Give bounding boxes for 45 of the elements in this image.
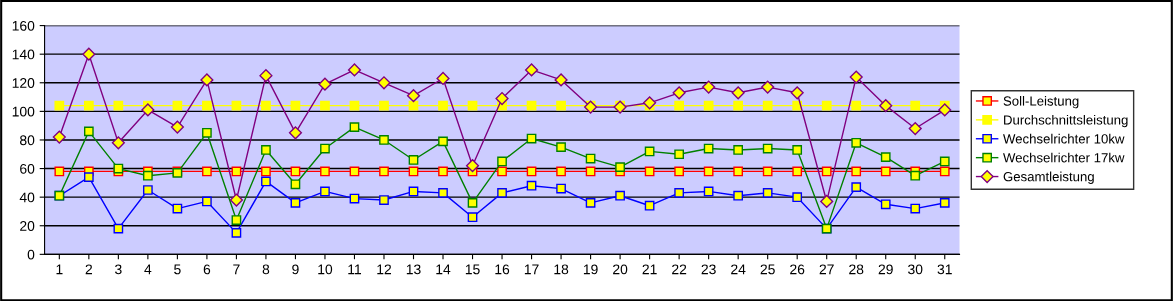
x-tick-label: 10 [318,264,333,275]
x-tick-label: 31 [937,264,952,275]
x-tick-label: 9 [292,264,299,275]
y-tick-label: 40 [19,192,35,203]
x-tick-label: 5 [174,264,181,275]
legend-label: Wechselrichter 10kw [1003,133,1125,144]
x-tick-label: 29 [878,264,893,275]
x-tick-label: 11 [348,264,362,275]
x-tick-label: 30 [908,264,923,275]
x-tick-label: 8 [262,264,270,275]
y-tick-label: 60 [20,163,35,174]
y-tick-label: 0 [27,249,35,260]
y-tick-label: 100 [12,106,35,117]
x-tick-label: 14 [436,264,451,275]
x-tick-label: 13 [406,264,421,275]
y-tick-label: 160 [12,20,35,31]
x-tick-label: 19 [583,264,598,275]
legend-label: Soll-Leistung [1003,96,1079,109]
y-tick-label: 120 [12,78,35,88]
legend-label: Durchschnittsleistung [1004,114,1128,128]
x-tick-label: 7 [233,264,240,275]
x-tick-label: 26 [790,264,805,275]
x-tick-label: 28 [849,264,864,275]
x-tick-label: 15 [465,264,480,275]
y-tick-label: 80 [20,135,35,146]
x-tick-label: 16 [495,264,510,275]
x-tick-label: 3 [115,264,122,275]
x-tick-label: 18 [554,264,569,275]
x-tick-label: 27 [819,264,834,275]
x-tick-label: 12 [377,264,392,275]
legend-label: Wechselrichter 17kw [1003,152,1125,163]
x-tick-label: 20 [613,264,628,275]
x-tick-label: 6 [203,264,211,275]
y-tick-label: 140 [12,49,35,60]
x-tick-label: 1 [56,264,63,275]
x-tick-label: 17 [524,264,539,275]
x-tick-label: 24 [731,264,746,275]
legend-label: Gesamtleistung [1003,171,1094,184]
x-tick-label: 4 [144,264,152,275]
x-tick-label: 23 [701,264,716,275]
y-tick-label: 20 [20,221,35,231]
x-tick-label: 25 [760,264,775,275]
x-tick-label: 22 [672,264,687,275]
x-tick-label: 21 [642,264,657,275]
x-tick-label: 2 [85,264,93,275]
